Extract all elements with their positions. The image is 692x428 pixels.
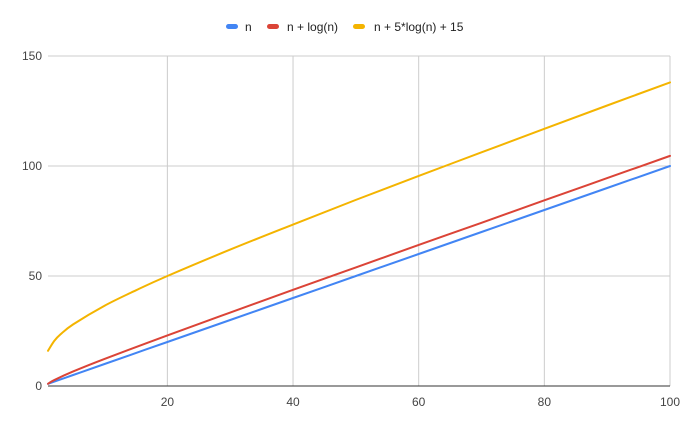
legend-label: n [245,20,252,34]
gridlines [48,55,671,386]
legend: n n + log(n) n + 5*log(n) + 15 [226,20,464,34]
x-tick-label: 40 [286,395,300,409]
series-line-2 [47,81,671,352]
tick-labels: 0 50 100 150 20 40 60 80 100 [22,49,680,409]
y-tick-label: 100 [22,159,42,173]
legend-label: n + 5*log(n) + 15 [374,20,464,34]
y-tick-label: 50 [29,269,43,283]
y-tick-label: 0 [35,379,42,393]
x-tick-label: 100 [660,395,680,409]
x-tick-label: 80 [538,395,552,409]
legend-label: n + log(n) [287,20,338,34]
x-tick-label: 60 [412,395,426,409]
x-tick-label: 20 [161,395,175,409]
series-line-1 [47,154,671,385]
series-line-0 [47,165,671,385]
legend-item: n + 5*log(n) + 15 [353,20,464,34]
legend-item: n [226,20,252,34]
y-tick-label: 150 [22,49,42,63]
legend-swatch [226,24,238,29]
legend-swatch [267,24,279,29]
series-lines [47,81,671,385]
legend-swatch [353,24,365,29]
legend-item: n + log(n) [267,20,338,34]
